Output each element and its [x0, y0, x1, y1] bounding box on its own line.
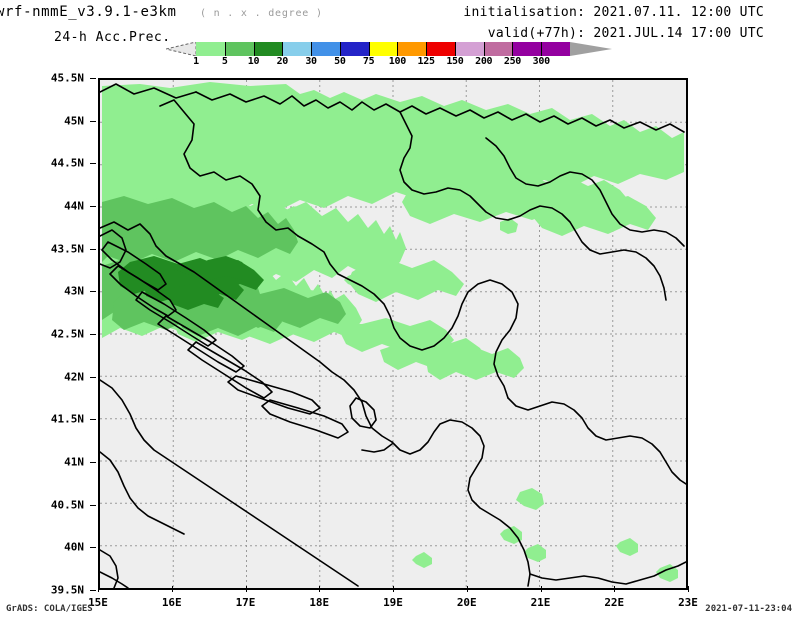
colorbar-band-100	[397, 42, 427, 56]
colorbar-tick-1: 1	[193, 56, 199, 67]
grads-credit: GrADS: COLA/IGES	[6, 604, 93, 614]
x-axis-tick	[171, 586, 173, 592]
colorbar-band-30	[311, 42, 340, 56]
colorbar-band-150	[454, 42, 484, 56]
x-axis-tick	[688, 586, 689, 592]
render-timestamp: 2021-07-11-23:04	[705, 604, 792, 614]
valid-time: valid(+77h): 2021.JUL.14 17:00 UTC	[487, 26, 764, 41]
colorbar-legend: 1 5 10 20 30 50 75 100 125 150 200 250 300	[0, 42, 800, 70]
map-canvas	[100, 80, 686, 588]
colorbar-tick-75: 75	[362, 56, 375, 67]
colorbar-tick-150: 150	[446, 56, 464, 67]
colorbar-separator	[282, 42, 284, 56]
colorbar-tick-50: 50	[334, 56, 346, 67]
colorbar-band-125	[426, 42, 455, 56]
colorbar-tick-30: 30	[305, 56, 317, 67]
y-axis-label-39.5N: 39.5N	[50, 583, 84, 597]
x-axis-tick	[393, 586, 394, 592]
x-axis-label-17E: 17E	[235, 596, 256, 609]
map-country-borders	[100, 83, 686, 588]
y-axis-label-44N: 44N	[64, 199, 84, 213]
y-axis-tick	[90, 206, 96, 207]
colorbar-band-300	[541, 42, 570, 56]
model-subtitle: ( n . x . degree )	[200, 8, 323, 19]
latitude-axis: 39.5N 40N 40.5N 41N 41.5N 42N 42.5N 43N 43.5N 44N…	[0, 72, 96, 597]
colorbar-tick-5: 5	[221, 56, 228, 67]
y-axis-label-44.5N: 44.5N	[50, 156, 84, 170]
y-axis-label-41.5N: 41.5N	[50, 412, 84, 426]
colorbar-separator	[339, 42, 341, 56]
x-axis-tick	[98, 586, 99, 592]
colorbar-tick-200: 200	[475, 56, 493, 67]
colorbar-separator	[311, 42, 313, 56]
x-axis-label-18E: 18E	[309, 596, 330, 609]
y-axis-tick	[90, 163, 96, 165]
y-axis-tick	[90, 376, 96, 378]
y-axis-label-45.5N: 45.5N	[50, 71, 84, 85]
x-axis-tick	[245, 586, 247, 592]
y-axis-label-43N: 43N	[64, 284, 84, 298]
precip-band-10-20mm	[118, 256, 264, 310]
colorbar-band-5	[224, 42, 254, 56]
colorbar-separator	[368, 42, 370, 56]
x-axis-label-20E: 20E	[456, 596, 477, 609]
colorbar-separator	[512, 42, 514, 56]
x-axis-tick	[540, 586, 542, 592]
map-plot-area	[98, 78, 688, 590]
colorbar-separator	[224, 42, 226, 56]
y-axis-tick	[90, 419, 96, 421]
colorbar-over-arrow	[570, 42, 612, 56]
y-axis-tick	[90, 590, 96, 591]
x-axis-label-22E: 22E	[604, 596, 625, 609]
colorbar-band-250	[512, 42, 542, 56]
y-axis-label-43.5N: 43.5N	[50, 242, 84, 256]
y-axis-tick	[90, 547, 96, 549]
initialisation-time: initialisation: 2021.07.11. 12:00 UTC	[463, 5, 764, 20]
colorbar-separator	[426, 42, 428, 56]
field-title: 24-h Acc.Prec.	[54, 30, 171, 45]
x-axis-label-21E: 21E	[530, 596, 551, 609]
colorbar-separator	[454, 42, 456, 56]
y-axis-tick	[90, 334, 96, 335]
y-axis-tick	[90, 504, 96, 506]
x-axis-tick	[614, 586, 616, 592]
colorbar-tick-100: 100	[388, 56, 406, 67]
y-axis-tick	[90, 78, 96, 79]
y-axis-label-42.5N: 42.5N	[50, 327, 84, 341]
colorbar-tick-125: 125	[417, 56, 435, 67]
colorbar-tick-10: 10	[247, 56, 260, 67]
colorbar-band-1	[196, 42, 225, 56]
colorbar-tick-20: 20	[276, 56, 289, 67]
colorbar-separator	[253, 42, 255, 56]
y-axis-label-41N: 41N	[64, 455, 84, 469]
chart-header: wrf-nmmE_v3.9.1-e3km ( n . x . degree ) …	[0, 0, 800, 70]
x-axis-tick	[319, 586, 321, 592]
colorbar-separator	[397, 42, 399, 56]
model-title: wrf-nmmE_v3.9.1-e3km	[0, 4, 177, 20]
colorbar-band-20	[282, 42, 312, 56]
y-axis-label-40N: 40N	[64, 540, 84, 554]
colorbar-tick-250: 250	[503, 56, 522, 67]
x-axis-label-15E: 15E	[88, 596, 108, 609]
y-axis-label-45N: 45N	[64, 114, 84, 128]
x-axis-label-19E: 19E	[383, 596, 403, 609]
x-axis-label-16E: 16E	[161, 596, 182, 609]
x-axis-tick	[466, 586, 468, 592]
longitude-axis: 15E 16E 17E 18E 19E 20E 21E 22E 23E	[88, 586, 698, 612]
colorbar-band-200	[483, 42, 513, 56]
colorbar-under-arrow	[166, 42, 196, 56]
colorbar-band-50	[339, 42, 369, 56]
x-axis-label-23E: 23E	[678, 596, 698, 609]
y-axis-tick	[90, 248, 96, 250]
y-axis-tick	[90, 291, 96, 293]
y-axis-tick	[90, 462, 96, 463]
colorbar-band-10	[253, 42, 283, 56]
colorbar-tick-300: 300	[532, 56, 550, 67]
y-axis-tick	[90, 120, 96, 122]
colorbar-separator	[541, 42, 543, 56]
y-axis-label-40.5N: 40.5N	[50, 498, 84, 512]
colorbar-band-75	[368, 42, 398, 56]
colorbar-separator	[483, 42, 485, 56]
y-axis-label-42N: 42N	[64, 370, 84, 384]
